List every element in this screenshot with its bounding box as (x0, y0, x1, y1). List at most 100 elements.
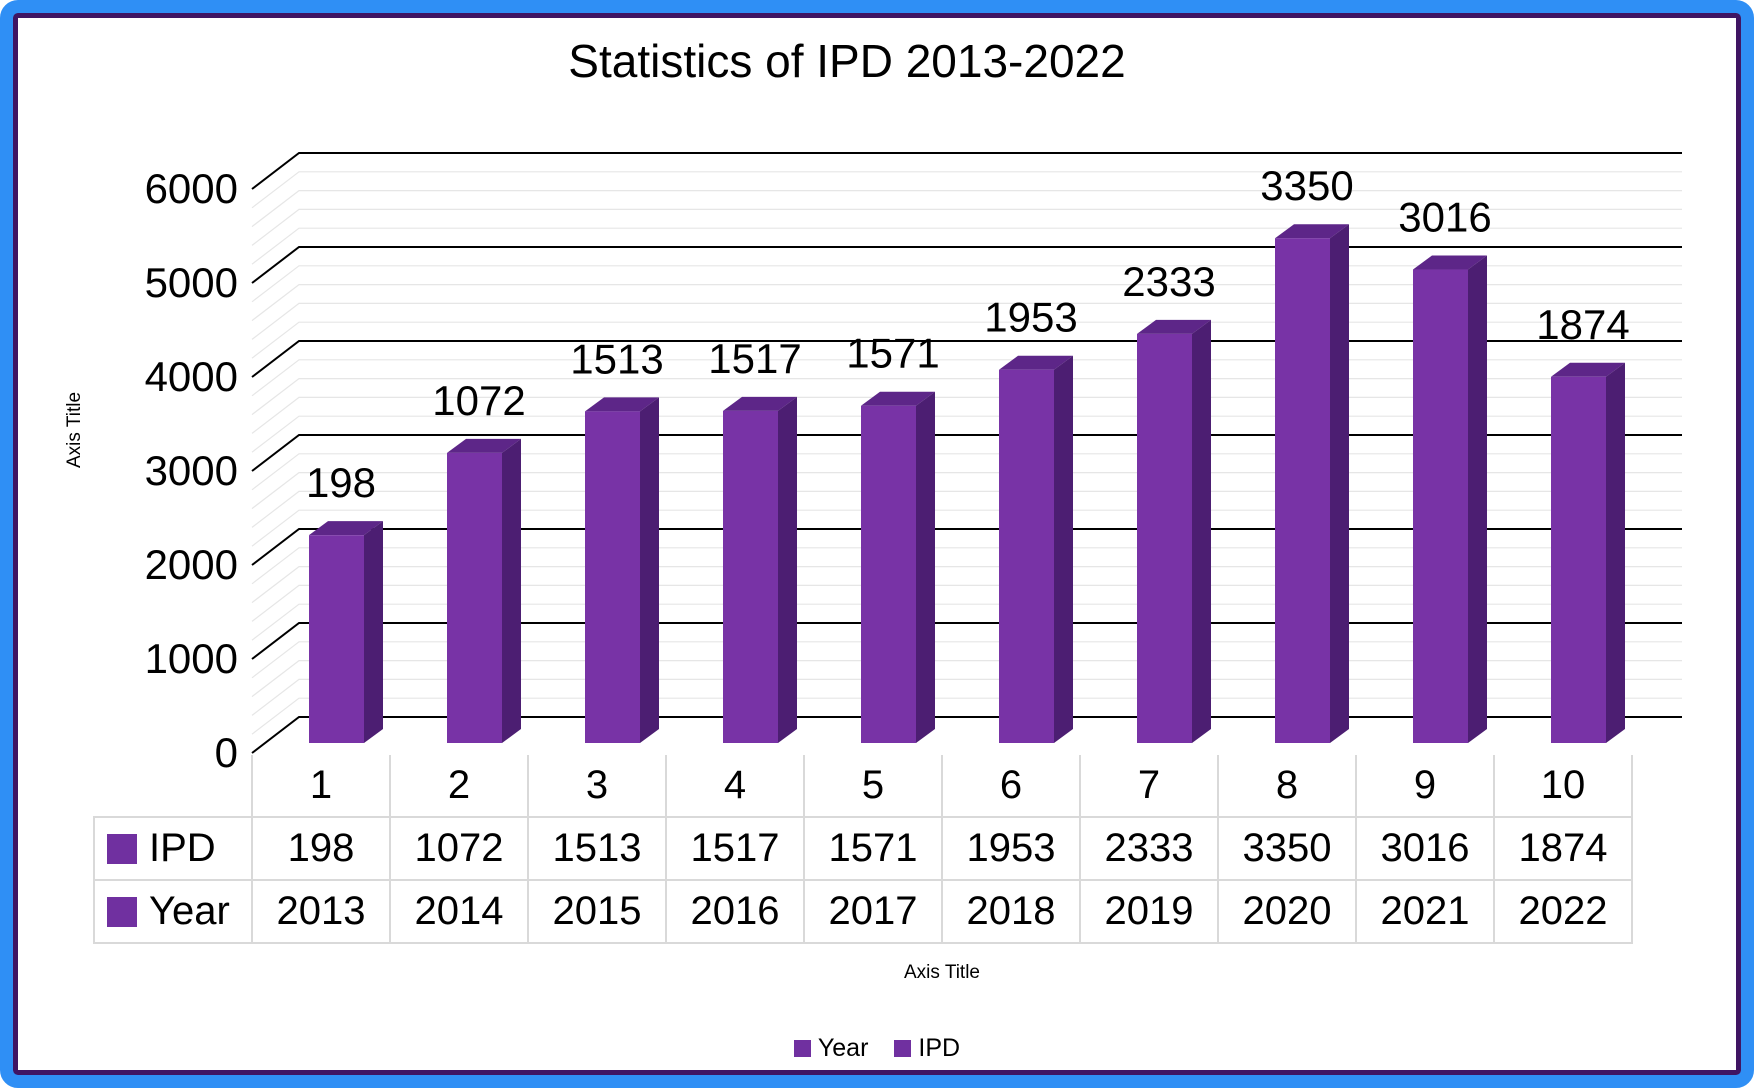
minor-gridline (251, 359, 1682, 397)
minor-gridline (251, 302, 1682, 340)
bar-data-label: 3350 (1260, 162, 1353, 209)
table-cell: 2017 (803, 879, 943, 944)
legend-label-year: Year (817, 1034, 869, 1062)
y-tick-label: 2000 (145, 541, 238, 588)
major-gridline (251, 716, 1682, 754)
table-cell: 2019 (1079, 879, 1219, 944)
category-label: 4 (665, 755, 805, 818)
bar-top-face (999, 355, 1073, 370)
bar-side-face (778, 396, 797, 743)
minor-gridline (251, 566, 1682, 604)
series-swatch-icon (107, 896, 137, 927)
bar (861, 405, 916, 743)
table-cell: 1571 (803, 816, 943, 881)
y-tick-label: 6000 (145, 165, 238, 212)
major-gridline (251, 528, 1682, 566)
bar-side-face (640, 397, 659, 743)
category-label: 5 (803, 755, 943, 818)
bar-data-label: 1072 (432, 377, 525, 424)
bar-data-label: 1874 (1536, 301, 1629, 348)
bar-side-face (1054, 355, 1073, 743)
bar-side-face (916, 391, 935, 743)
bar-top-face (723, 396, 797, 411)
chart-legend: Year IPD (0, 1034, 1754, 1063)
table-cell: 2016 (665, 879, 805, 944)
table-cell: 3350 (1217, 816, 1357, 881)
minor-gridline (251, 490, 1682, 528)
table-cell: 198 (251, 816, 391, 881)
bar (723, 410, 778, 743)
table-row-header: IPD (93, 816, 253, 881)
table-cell: 2333 (1079, 816, 1219, 881)
major-gridline (251, 246, 1682, 284)
bar-top-face (585, 397, 659, 412)
series-name: IPD (149, 826, 216, 870)
table-cell: 1517 (665, 816, 805, 881)
legend-item-year: Year (793, 1034, 869, 1063)
table-cell: 1513 (527, 816, 667, 881)
table-cell: 1953 (941, 816, 1081, 881)
minor-gridline (251, 378, 1682, 416)
y-axis-title: Axis Title (64, 391, 85, 469)
data-table: 1 2 3 4 5 6 7 8 9 10 IPD 198 1072 1513 1517 1571 1953 233… (93, 755, 1633, 944)
bar-side-face (1468, 255, 1487, 743)
bar-top-face (1137, 319, 1211, 334)
bar-data-label: 1953 (984, 294, 1077, 341)
minor-gridline (251, 547, 1682, 585)
minor-gridline (251, 227, 1682, 265)
chart-title: Statistics of IPD 2013-2022 (568, 35, 1126, 87)
table-cell: 2015 (527, 879, 667, 944)
category-label: 6 (941, 755, 1081, 818)
table-corner-cell (94, 755, 253, 818)
y-tick-label: 3000 (145, 447, 238, 494)
bar (1551, 376, 1606, 743)
table-cell: 2022 (1493, 879, 1633, 944)
bar (1275, 238, 1330, 743)
minor-gridline (251, 678, 1682, 716)
y-tick-label: 5000 (145, 259, 238, 306)
bar-data-label: 1513 (570, 335, 663, 382)
minor-gridline (251, 509, 1682, 547)
bar (1137, 333, 1192, 743)
table-cell: 2021 (1355, 879, 1495, 944)
table-cell: 2020 (1217, 879, 1357, 944)
minor-gridline (251, 584, 1682, 622)
table-cell: 3016 (1355, 816, 1495, 881)
series-name: Year (149, 889, 230, 933)
table-cell: 1072 (389, 816, 529, 881)
x-axis-title: Axis Title (903, 962, 981, 983)
major-gridline (251, 340, 1682, 378)
minor-gridline (251, 415, 1682, 453)
bar-side-face (1192, 319, 1211, 743)
bar-top-face (861, 391, 935, 406)
series-swatch-icon (107, 833, 137, 864)
minor-gridline (251, 321, 1682, 359)
table-row-header: Year (93, 879, 253, 944)
bar-top-face (1413, 255, 1487, 270)
minor-gridline (251, 396, 1682, 434)
bar-top-face (1551, 362, 1625, 377)
category-label: 1 (251, 755, 391, 818)
bar-data-label: 198 (306, 459, 376, 506)
category-label: 7 (1079, 755, 1219, 818)
bar-side-face (502, 438, 521, 743)
minor-gridline (251, 284, 1682, 322)
bar-data-label: 1517 (708, 335, 801, 382)
bar-side-face (364, 521, 383, 743)
minor-gridline (251, 208, 1682, 246)
category-label: 3 (527, 755, 667, 818)
minor-gridline (251, 641, 1682, 679)
bar (447, 452, 502, 743)
category-label: 9 (1355, 755, 1495, 818)
legend-label-ipd: IPD (918, 1034, 961, 1062)
table-cell: 1874 (1493, 816, 1633, 881)
category-label: 2 (389, 755, 529, 818)
table-cell: 2018 (941, 879, 1081, 944)
minor-gridline (251, 697, 1682, 735)
bar-side-face (1606, 362, 1625, 743)
major-gridline (251, 622, 1682, 660)
minor-gridline (251, 603, 1682, 641)
table-cell: 2014 (389, 879, 529, 944)
bar-data-label: 1571 (846, 330, 939, 377)
y-tick-label: 4000 (145, 353, 238, 400)
